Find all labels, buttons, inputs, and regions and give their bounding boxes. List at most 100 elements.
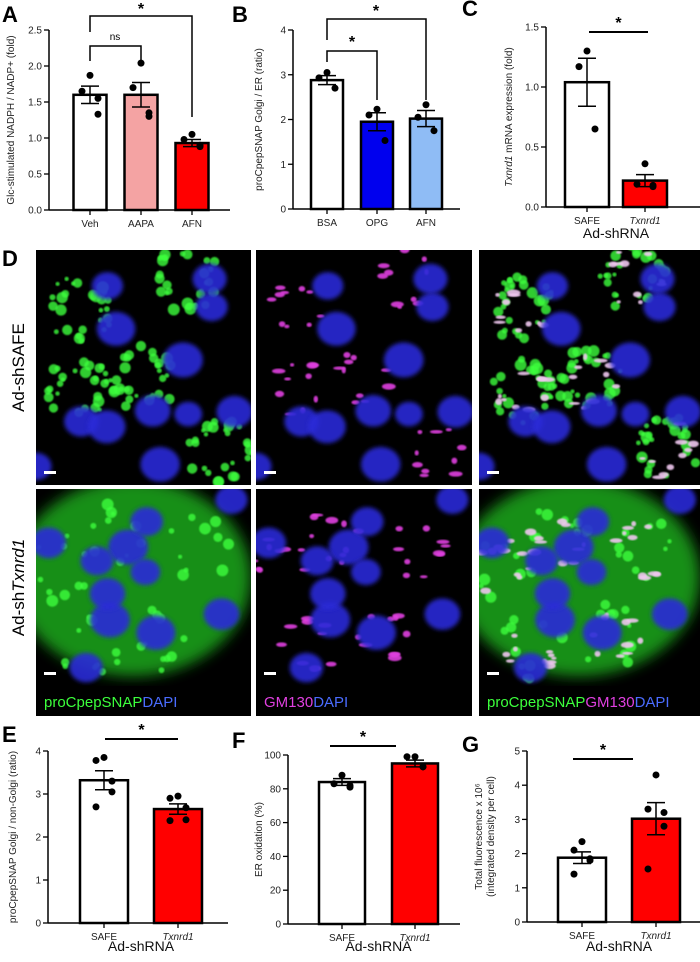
- green-signal: [185, 438, 194, 447]
- green-signal: [496, 371, 506, 382]
- green-signal: [104, 517, 112, 524]
- y-tick-label: 60: [270, 818, 282, 829]
- magenta-golgi-signal: [419, 473, 429, 478]
- green-signal: [74, 581, 83, 591]
- green-signal: [79, 357, 89, 368]
- magenta-golgi-signal: [583, 353, 588, 361]
- data-point: [331, 84, 339, 92]
- y-axis-label: ER oxidation (%): [254, 802, 265, 877]
- green-signal: [502, 393, 507, 399]
- green-signal: [573, 359, 579, 364]
- data-point: [108, 777, 116, 785]
- scale-bar: [44, 672, 56, 675]
- dapi-nucleus: [643, 292, 676, 322]
- magenta-golgi-signal: [647, 571, 661, 577]
- green-signal: [505, 316, 513, 325]
- dapi-nucleus: [328, 529, 369, 565]
- green-signal: [154, 362, 161, 369]
- channel-name: GM130: [264, 694, 313, 711]
- micrograph: [479, 250, 700, 485]
- magenta-golgi-signal: [493, 320, 506, 324]
- micrograph: [479, 489, 700, 686]
- green-signal: [629, 250, 634, 251]
- green-signal: [182, 250, 193, 260]
- panel-letter: C: [462, 0, 478, 21]
- data-point: [174, 792, 182, 800]
- magenta-golgi-signal: [404, 558, 411, 565]
- data-point: [108, 788, 116, 796]
- green-signal: [244, 441, 251, 448]
- magenta-golgi-signal: [516, 551, 529, 557]
- green-signal: [541, 402, 549, 411]
- magenta-golgi-signal: [390, 301, 404, 308]
- green-signal: [244, 454, 251, 462]
- magenta-golgi-signal: [297, 548, 306, 552]
- magenta-golgi-signal: [421, 468, 430, 474]
- magenta-golgi-signal: [402, 630, 411, 638]
- magenta-golgi-signal: [545, 650, 554, 654]
- panel-letter: B: [232, 2, 248, 27]
- magenta-golgi-signal: [616, 300, 621, 304]
- magenta-golgi-signal: [507, 293, 521, 297]
- y-tick-label: 100: [264, 751, 281, 762]
- x-tick-label: BSA: [317, 218, 337, 229]
- green-signal: [547, 383, 556, 391]
- green-signal: [649, 437, 655, 443]
- dapi-nucleus: [535, 602, 575, 638]
- bar-opg: [359, 120, 395, 211]
- dapi-nucleus: [582, 615, 622, 650]
- x-tick-label: SAFE: [329, 933, 355, 944]
- green-signal: [531, 362, 544, 375]
- magenta-golgi-signal: [445, 428, 452, 432]
- significance-label: *: [360, 729, 367, 746]
- data-point: [381, 137, 389, 145]
- dapi-nucleus: [192, 263, 227, 294]
- y-axis-label-line2: (integrated density per cell): [486, 776, 497, 897]
- dapi-nucleus: [317, 311, 356, 346]
- data-point: [100, 753, 108, 761]
- dapi-nucleus: [256, 527, 287, 559]
- green-signal: [541, 508, 554, 521]
- dapi-nucleus: [310, 602, 351, 638]
- y-tick-label: 0.0: [525, 203, 539, 214]
- magenta-golgi-signal: [556, 518, 568, 525]
- data-point: [422, 101, 430, 109]
- green-signal: [669, 424, 681, 437]
- x-tick-label: Txnrd1: [640, 931, 671, 942]
- dapi-nucleus: [350, 507, 384, 537]
- green-signal: [111, 648, 121, 657]
- green-signal: [178, 554, 183, 559]
- magenta-golgi-signal: [389, 652, 401, 656]
- data-point: [365, 111, 373, 119]
- dapi-nucleus: [310, 578, 346, 610]
- green-signal: [230, 460, 235, 466]
- green-signal: [526, 287, 538, 299]
- y-tick-label: 40: [270, 852, 282, 863]
- data-point: [373, 105, 381, 113]
- magenta-golgi-signal: [622, 525, 635, 531]
- panel-letter: F: [232, 728, 245, 753]
- magenta-golgi-signal: [495, 292, 500, 297]
- y-tick-label: 1.0: [28, 134, 42, 145]
- magenta-golgi-signal: [627, 534, 638, 541]
- magenta-golgi-signal: [392, 613, 405, 619]
- dapi-nucleus: [203, 598, 240, 630]
- x-tick-label: AAPA: [128, 219, 154, 230]
- green-signal: [489, 377, 498, 386]
- x-tick-label: AFN: [182, 219, 202, 230]
- data-point: [137, 59, 145, 67]
- magenta-golgi-signal: [568, 374, 578, 380]
- panel-letter: D: [2, 246, 18, 271]
- green-signal: [604, 387, 616, 400]
- magenta-golgi-signal: [451, 457, 458, 464]
- green-signal: [497, 329, 508, 340]
- chart-e: E 0 1 2 3 4 proCpepSNAP Golgi / non-Golgi (rat…: [2, 722, 228, 954]
- magenta-golgi-signal: [626, 618, 639, 623]
- green-signal: [495, 407, 505, 416]
- green-signal: [159, 374, 167, 383]
- dapi-nucleus: [416, 292, 449, 322]
- significance-label: *: [373, 3, 380, 20]
- magenta-golgi-signal: [448, 471, 463, 477]
- dapi-nucleus: [424, 598, 461, 630]
- bar-safe: [317, 780, 367, 926]
